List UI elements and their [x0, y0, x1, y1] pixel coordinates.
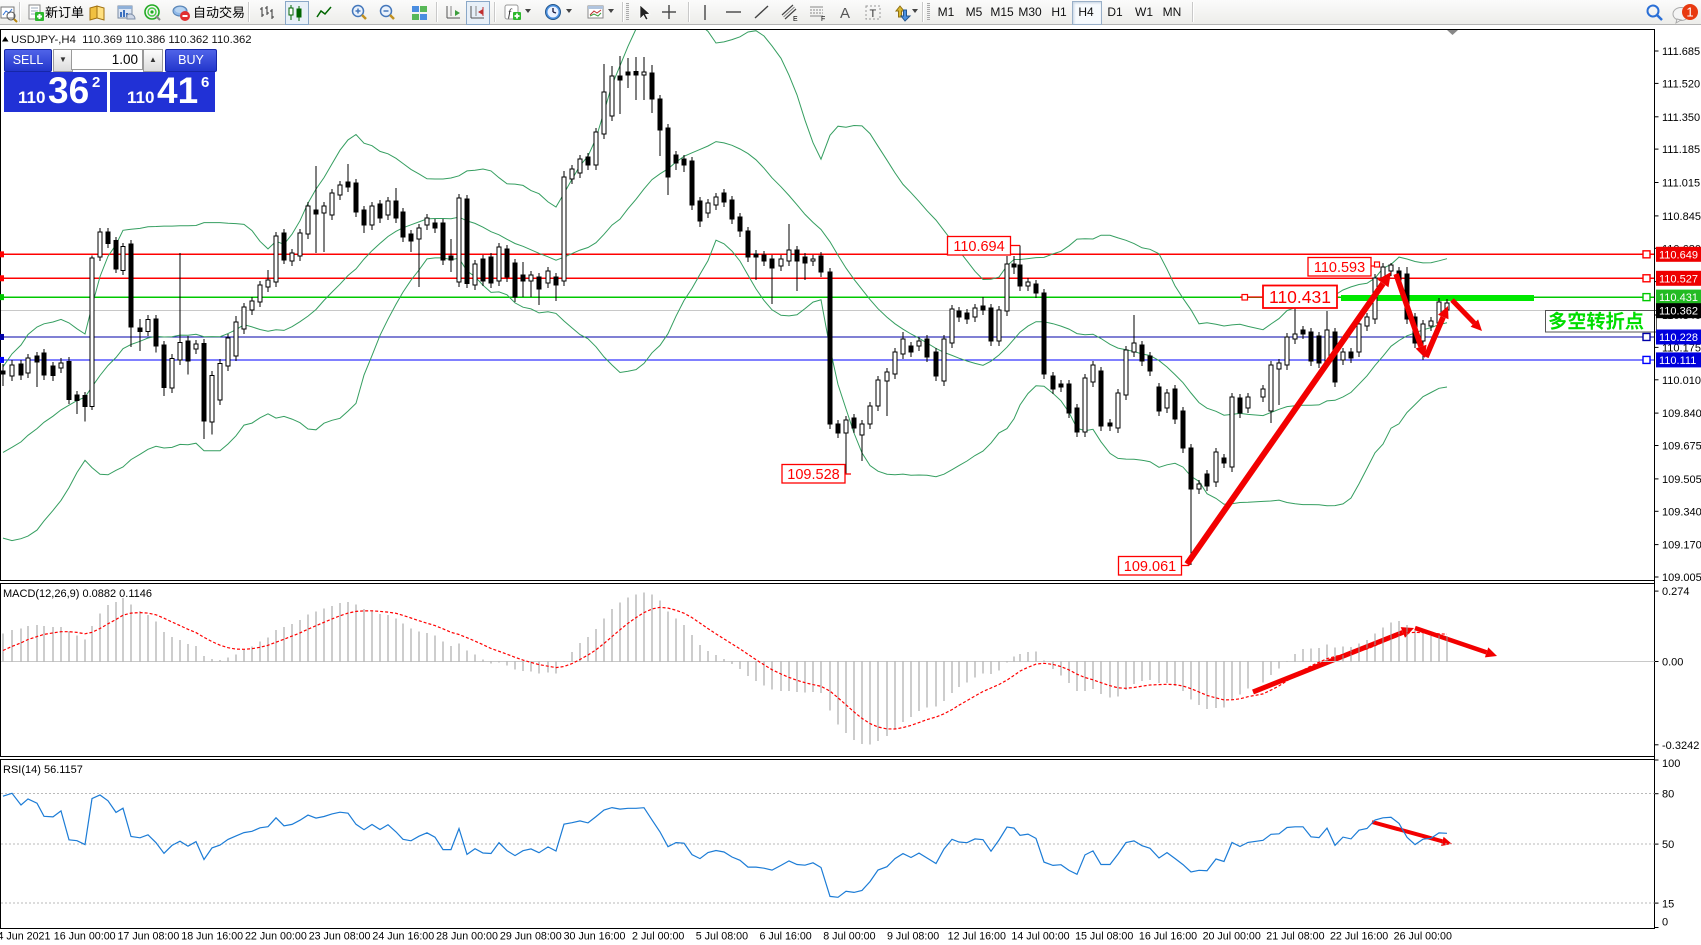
- svg-text:110.649: 110.649: [1659, 249, 1698, 261]
- svg-text:50: 50: [1662, 839, 1674, 851]
- svg-text:110.845: 110.845: [1662, 211, 1701, 223]
- svg-text:MACD(12,26,9) 0.0882 0.1146: MACD(12,26,9) 0.0882 0.1146: [3, 588, 152, 600]
- svg-text:110.010: 110.010: [1662, 375, 1701, 387]
- svg-text:6 Jul 16:00: 6 Jul 16:00: [759, 931, 811, 943]
- svg-text:80: 80: [1662, 789, 1674, 801]
- svg-text:23 Jun 08:00: 23 Jun 08:00: [309, 931, 371, 943]
- svg-text:110.431: 110.431: [1269, 287, 1331, 307]
- svg-text:9 Jul 08:00: 9 Jul 08:00: [887, 931, 939, 943]
- svg-text:109.005: 109.005: [1662, 572, 1701, 584]
- svg-text:5 Jul 08:00: 5 Jul 08:00: [696, 931, 748, 943]
- svg-text:110.694: 110.694: [953, 239, 1004, 255]
- svg-text:110.527: 110.527: [1659, 273, 1698, 285]
- svg-text:109.840: 109.840: [1662, 408, 1701, 420]
- svg-text:110.431: 110.431: [1659, 292, 1698, 304]
- svg-text:1: 1: [1686, 5, 1693, 20]
- svg-text:110.111: 110.111: [1659, 355, 1696, 367]
- svg-text:28 Jun 00:00: 28 Jun 00:00: [436, 931, 498, 943]
- svg-text:18 Jun 16:00: 18 Jun 16:00: [181, 931, 243, 943]
- svg-text:f: f: [508, 7, 513, 19]
- svg-text:0.00: 0.00: [1662, 657, 1683, 669]
- svg-text:109.505: 109.505: [1662, 474, 1701, 486]
- svg-text:110.593: 110.593: [1314, 260, 1365, 276]
- svg-text:100: 100: [1662, 758, 1680, 770]
- svg-text:2 Jul 00:00: 2 Jul 00:00: [632, 931, 684, 943]
- svg-text:110.175: 110.175: [1662, 342, 1701, 354]
- svg-text:14 Jun 2021: 14 Jun 2021: [0, 931, 50, 943]
- svg-text:111.015: 111.015: [1662, 178, 1700, 190]
- svg-text:110.228: 110.228: [1659, 332, 1698, 344]
- svg-text:E: E: [793, 16, 798, 23]
- svg-text:8 Jul 00:00: 8 Jul 00:00: [823, 931, 875, 943]
- svg-text:16 Jun 00:00: 16 Jun 00:00: [54, 931, 116, 943]
- svg-text:30 Jun 16:00: 30 Jun 16:00: [564, 931, 626, 943]
- svg-text:12 Jul 16:00: 12 Jul 16:00: [948, 931, 1006, 943]
- svg-text:109.528: 109.528: [787, 467, 839, 483]
- svg-text:111.520: 111.520: [1662, 78, 1700, 90]
- svg-text:A: A: [840, 5, 850, 22]
- svg-text:24 Jun 16:00: 24 Jun 16:00: [372, 931, 434, 943]
- svg-text:111.685: 111.685: [1662, 46, 1700, 58]
- svg-text:RSI(14) 56.1157: RSI(14) 56.1157: [3, 764, 83, 776]
- svg-text:109.061: 109.061: [1124, 559, 1176, 575]
- svg-text:15: 15: [1662, 898, 1674, 910]
- svg-text:111.185: 111.185: [1662, 144, 1700, 156]
- svg-text:14 Jul 00:00: 14 Jul 00:00: [1011, 931, 1069, 943]
- svg-text:22 Jul 16:00: 22 Jul 16:00: [1330, 931, 1388, 943]
- svg-text:109.675: 109.675: [1662, 441, 1701, 453]
- svg-text:17 Jun 08:00: 17 Jun 08:00: [117, 931, 179, 943]
- svg-text:F: F: [821, 16, 825, 23]
- svg-text:16 Jul 16:00: 16 Jul 16:00: [1139, 931, 1197, 943]
- svg-text:111.350: 111.350: [1662, 112, 1700, 124]
- svg-text:-0.3242: -0.3242: [1662, 740, 1699, 752]
- svg-text:T: T: [870, 8, 877, 20]
- svg-text:USDJPY-,H4 110.369 110.386 11: USDJPY-,H4 110.369 110.386 110.362 110.3…: [11, 34, 252, 46]
- svg-text:26 Jul 00:00: 26 Jul 00:00: [1394, 931, 1452, 943]
- svg-text:110.362: 110.362: [1659, 306, 1698, 318]
- svg-text:0.274: 0.274: [1662, 586, 1690, 598]
- svg-text:0: 0: [1662, 917, 1668, 929]
- svg-text:15 Jul 08:00: 15 Jul 08:00: [1075, 931, 1133, 943]
- svg-text:109.170: 109.170: [1662, 540, 1701, 552]
- svg-text:22 Jun 00:00: 22 Jun 00:00: [245, 931, 307, 943]
- svg-text:20 Jul 00:00: 20 Jul 00:00: [1203, 931, 1261, 943]
- svg-text:29 Jun 08:00: 29 Jun 08:00: [500, 931, 562, 943]
- svg-text:109.340: 109.340: [1662, 506, 1701, 518]
- svg-text:21 Jul 08:00: 21 Jul 08:00: [1266, 931, 1324, 943]
